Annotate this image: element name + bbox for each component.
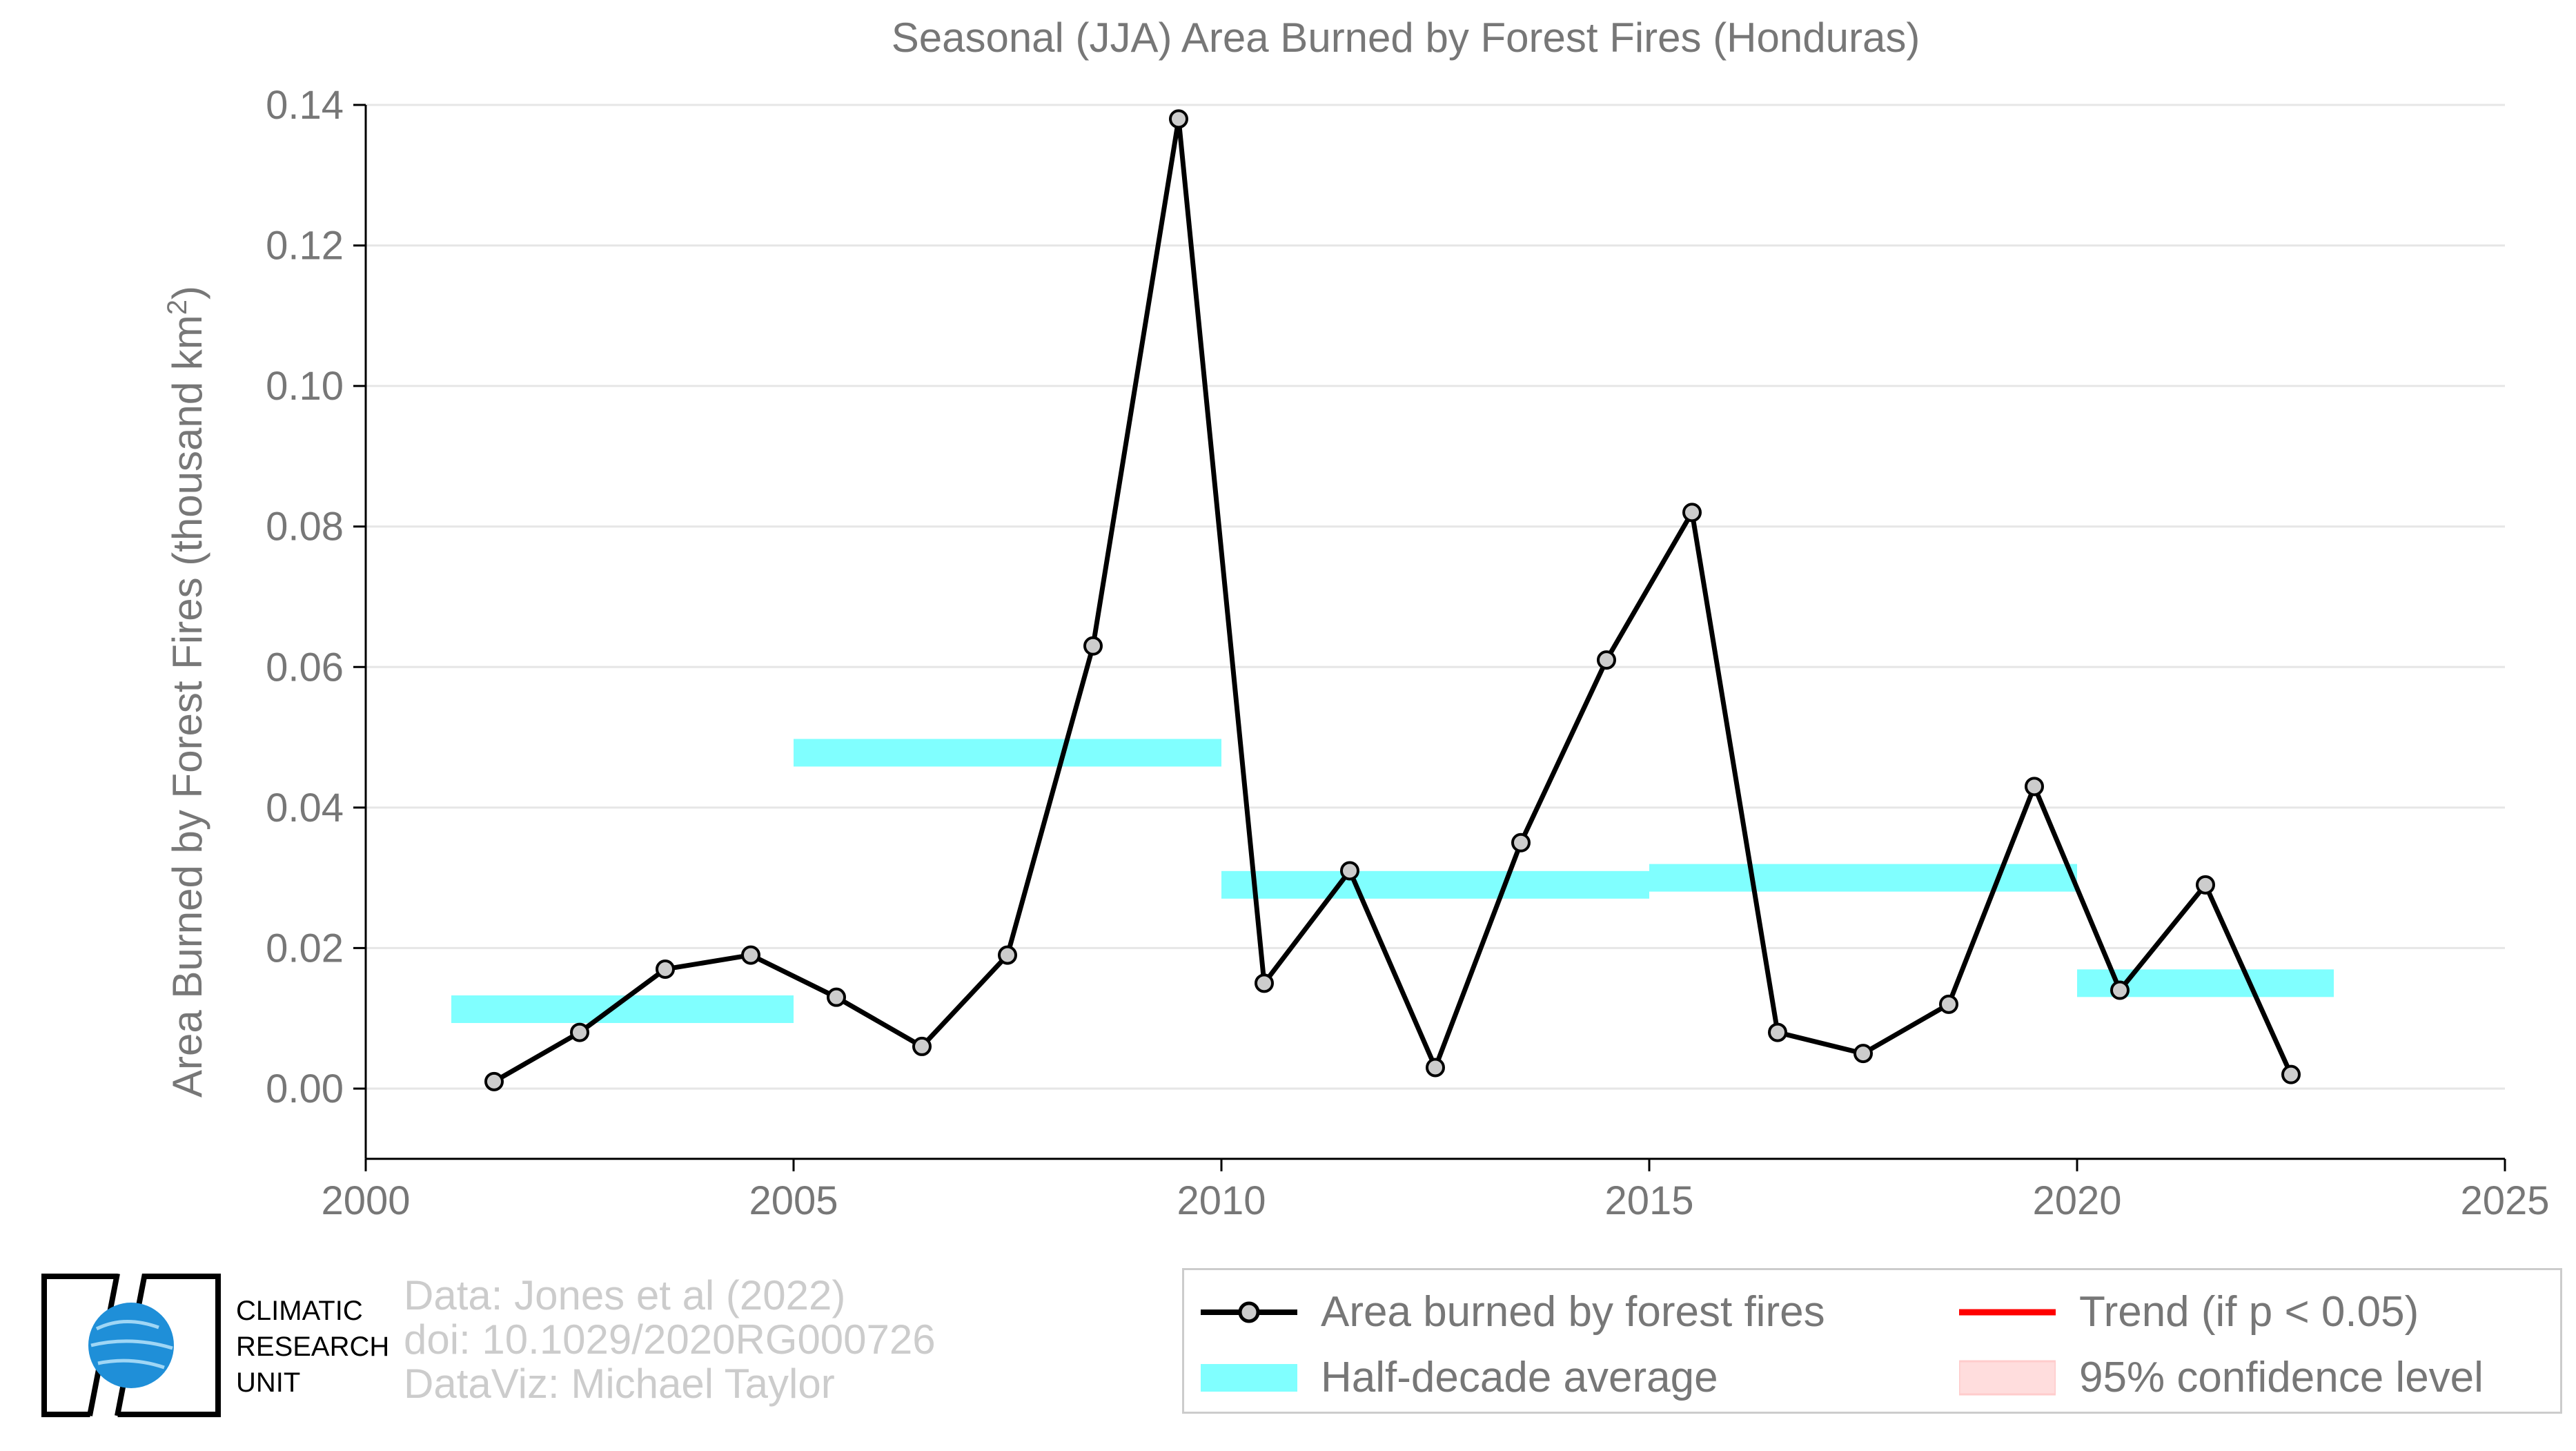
y-tick-label: 0.12 <box>266 224 344 269</box>
data-point <box>1939 994 1958 1014</box>
x-tick-label: 2010 <box>1177 1178 1266 1223</box>
legend-label-confidence: 95% confidence level <box>2079 1354 2484 1401</box>
data-point <box>1083 636 1103 656</box>
x-tick-label: 2020 <box>2032 1178 2121 1223</box>
y-tick-label: 0.14 <box>266 83 344 128</box>
half-decade-average-bar <box>1649 864 2077 892</box>
legend-item-area-burned: Area burned by forest fires <box>1201 1287 1825 1336</box>
data-point <box>2110 980 2130 1000</box>
cru-logo: CLIMATIC RESEARCH UNIT <box>41 1272 400 1419</box>
legend-item-confidence: 95% confidence level <box>1958 1353 2484 1402</box>
globe-icon <box>41 1272 221 1419</box>
credit-dataviz: DataViz: Michael Taylor <box>404 1361 835 1407</box>
legend-label-trend: Trend (if p < 0.05) <box>2079 1288 2419 1336</box>
logo-line-3: UNIT <box>236 1367 301 1398</box>
x-tick-label: 2025 <box>2460 1178 2549 1223</box>
legend-swatch-half-decade <box>1201 1357 1297 1399</box>
data-point <box>1854 1044 1873 1064</box>
legend-item-trend: Trend (if p < 0.05) <box>1959 1287 2419 1336</box>
y-tick-label: 0.04 <box>266 786 344 830</box>
legend-item-half-decade: Half-decade average <box>1201 1353 1718 1402</box>
legend-label-half-decade: Half-decade average <box>1321 1354 1718 1401</box>
y-axis-label: Area Burned by Forest Fires (thousand km… <box>162 286 210 1098</box>
data-point <box>912 1036 932 1056</box>
x-tick-label: 2005 <box>749 1178 838 1223</box>
area-burned-series <box>484 109 2301 1091</box>
chart-legend: Area burned by forest fires Trend (if p … <box>1182 1268 2562 1414</box>
legend-swatch-confidence <box>1958 1357 2057 1399</box>
credit-data-source: Data: Jones et al (2022) <box>404 1272 846 1318</box>
half-decade-average-bar <box>794 739 1221 767</box>
data-point <box>570 1022 589 1042</box>
data-point <box>1169 109 1188 129</box>
data-point <box>827 987 846 1007</box>
axes: 0.00 0.02 0.04 0.06 0.08 0.10 0.12 0.14 2000 2005… <box>266 83 2549 1223</box>
half-decade-average-bars <box>451 739 2334 1023</box>
x-tick-label: 2015 <box>1604 1178 1693 1223</box>
legend-swatch-line-marker <box>1201 1292 1297 1333</box>
data-point <box>1768 1022 1787 1042</box>
data-point <box>2025 777 2044 797</box>
logo-line-1: CLIMATIC <box>236 1296 363 1326</box>
data-point <box>1340 861 1359 881</box>
data-point <box>1426 1058 1445 1078</box>
cru-logo-text: CLIMATIC RESEARCH UNIT <box>236 1293 389 1401</box>
chart-title: Seasonal (JJA) Area Burned by Forest Fir… <box>892 14 1920 61</box>
legend-label-area-burned: Area burned by forest fires <box>1321 1288 1825 1336</box>
data-point <box>656 959 675 979</box>
data-point <box>1682 503 1702 523</box>
data-point <box>998 945 1017 965</box>
data-point <box>1255 973 1274 993</box>
gridlines <box>366 104 2505 1090</box>
x-tick-label: 2000 <box>321 1178 410 1223</box>
data-point <box>2281 1064 2301 1084</box>
data-point <box>484 1071 504 1091</box>
y-tick-label: 0.08 <box>266 505 344 549</box>
data-point <box>2196 875 2215 895</box>
data-credits: Data: Jones et al (2022) doi: 10.1029/20… <box>404 1274 936 1406</box>
legend-swatch-trend <box>1959 1292 2056 1333</box>
y-tick-label: 0.10 <box>266 364 344 409</box>
area-burned-line <box>493 116 2294 1084</box>
data-point <box>741 945 760 965</box>
y-tick-label: 0.02 <box>266 926 344 971</box>
logo-line-2: RESEARCH <box>236 1332 390 1362</box>
half-decade-average-bar <box>1221 870 1649 899</box>
data-point <box>1511 832 1531 853</box>
data-point <box>1597 650 1616 670</box>
y-tick-label: 0.06 <box>266 645 344 690</box>
y-tick-label: 0.00 <box>266 1067 344 1111</box>
credit-doi: doi: 10.1029/2020RG000726 <box>404 1316 936 1363</box>
